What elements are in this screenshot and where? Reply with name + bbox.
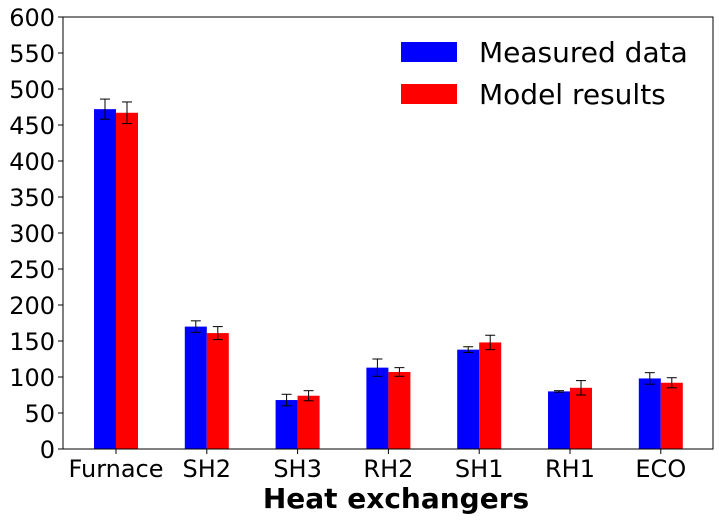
bars-layer (94, 109, 683, 449)
error-bar (485, 334, 496, 351)
error-bar (372, 358, 383, 377)
bar-measured-furnace (94, 109, 116, 449)
error-bar (463, 346, 474, 354)
error-bar (122, 101, 132, 125)
x-tick-label: RH2 (363, 455, 413, 483)
y-tick-label: 100 (9, 364, 55, 392)
x-tick-label: SH1 (455, 455, 504, 483)
y-tick-label: 350 (9, 184, 55, 212)
legend: Measured data Model results (401, 36, 688, 111)
bar-model-sh3 (297, 395, 320, 449)
x-axis: Furnace SH2 SH3 RH2 SH1 RH1 ECO (68, 449, 686, 483)
error-bar (100, 98, 110, 120)
bar-measured-sh2 (184, 326, 207, 449)
y-tick-label: 600 (9, 4, 55, 32)
legend-label: Model results (479, 78, 666, 111)
y-tick-label: 500 (9, 76, 55, 104)
y-tick-label: 0 (40, 436, 55, 464)
y-tick-label: 200 (9, 292, 55, 320)
x-tick-label: Furnace (68, 455, 163, 483)
x-tick-label: ECO (635, 455, 686, 483)
x-tick-label: SH3 (273, 455, 322, 483)
y-tick-label: 300 (9, 220, 55, 248)
y-axis: 0 50 100 150 200 250 300 350 400 450 500 550 600 (9, 4, 63, 464)
legend-swatch (401, 42, 457, 62)
bar-model-sh1 (479, 342, 502, 449)
error-bar (666, 377, 677, 389)
bar-measured-rh1 (548, 391, 570, 449)
y-tick-label: 450 (9, 112, 55, 140)
y-tick-label: 150 (9, 328, 55, 356)
bar-measured-rh2 (366, 367, 389, 449)
y-tick-label: 50 (24, 400, 55, 428)
bar-measured-sh1 (457, 349, 480, 449)
error-bar (190, 320, 201, 333)
error-bars-layer (100, 98, 677, 407)
legend-swatch (401, 84, 457, 104)
bar-model-eco (660, 382, 683, 449)
error-bar (281, 393, 292, 407)
legend-label: Measured data (479, 36, 688, 69)
y-tick-label: 400 (9, 148, 55, 176)
bar-model-sh2 (206, 333, 229, 449)
bar-model-rh1 (570, 387, 592, 449)
y-tick-label: 250 (9, 256, 55, 284)
error-bar (212, 326, 223, 341)
x-axis-title: Heat exchangers (263, 482, 529, 515)
bar-model-furnace (116, 112, 138, 449)
x-tick-label: SH2 (183, 455, 232, 483)
bar-measured-eco (638, 378, 661, 449)
error-bar (576, 380, 586, 396)
error-bar (303, 390, 314, 402)
error-bar (644, 372, 655, 385)
bar-measured-sh3 (275, 400, 298, 449)
y-tick-label: 550 (9, 40, 55, 68)
bar-model-rh2 (388, 371, 411, 449)
error-bar (554, 390, 564, 393)
error-bar (394, 367, 405, 377)
x-tick-label: RH1 (545, 455, 595, 483)
